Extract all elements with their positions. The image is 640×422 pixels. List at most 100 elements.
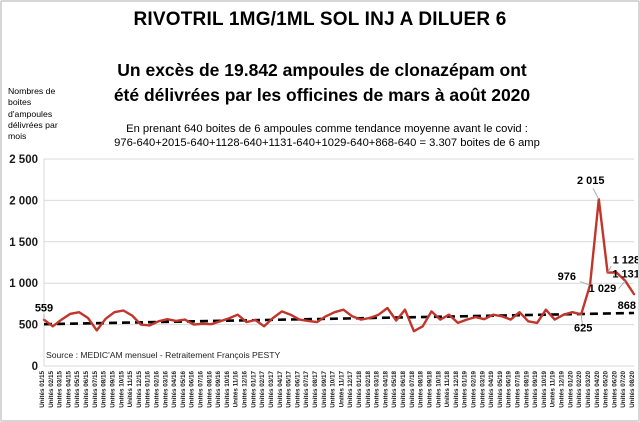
x-axis-tick-label: Unités 03/19 (479, 371, 486, 408)
x-axis-tick-label: Unités 07/17 (303, 371, 310, 408)
x-axis-tick-label: Unités 09/19 (532, 371, 539, 408)
x-axis-tick-label: Unités 07/15 (92, 371, 99, 408)
chart-subtitle-line-2: été délivrées par les officines de mars … (113, 85, 531, 105)
x-axis-tick-label: Unités 03/16 (162, 371, 169, 408)
source-note: Source : MEDIC'AM mensuel - Retraitement… (46, 350, 281, 360)
annotation-leader-line (580, 314, 584, 327)
x-axis-tick-label: Unités 12/18 (453, 371, 460, 408)
x-axis-tick-label: Unités 12/17 (347, 371, 354, 408)
x-axis-tick-label: Unités 10/17 (330, 371, 337, 408)
x-axis-tick-label: Unités 05/20 (603, 371, 610, 408)
x-axis-tick-label: Unités 03/20 (585, 371, 592, 408)
y-axis-unit-label: Nombres de boites d'ampoules délivrées p… (8, 86, 58, 142)
chart-note-line-1: En prenant 640 boites de 6 ampoules comm… (126, 123, 528, 135)
x-axis-tick-label: Unités 10/15 (118, 371, 125, 408)
x-axis-tick-label: Unités 10/19 (541, 371, 548, 408)
x-axis-tick-label: Unités 09/17 (321, 371, 328, 408)
x-axis-tick-label: Unités 02/17 (259, 371, 266, 408)
data-point-label: 1 128 (613, 255, 640, 267)
chart-title: RIVOTRIL 1MG/1ML SOL INJ A DILUER 6 (133, 9, 507, 30)
x-axis-tick-label: Unités 02/18 (365, 371, 372, 408)
data-point-label: 976 (558, 271, 576, 283)
annotation-leader-line (618, 280, 626, 290)
data-point-label: 625 (574, 322, 592, 334)
data-point-label: 1 131 (612, 268, 640, 280)
x-axis-tick-label: Unités 01/20 (567, 371, 574, 408)
y-axis-tick-label: 500 (19, 320, 38, 332)
x-axis-tick-label: Unités 06/19 (506, 371, 513, 408)
x-axis-tick-label: Unités 06/15 (83, 371, 90, 408)
x-axis-tick-label: Unités 06/16 (189, 371, 196, 408)
x-axis-tick-label: Unités 05/17 (286, 371, 293, 408)
annotation-leader-line (607, 265, 612, 273)
x-axis-tick-label: Unités 01/17 (250, 371, 257, 408)
x-axis-tick-label: Unités 08/18 (418, 371, 425, 408)
x-axis-tick-label: Unités 01/15 (39, 371, 46, 408)
y-axis-tick-label: 1 500 (9, 237, 38, 249)
data-point-label: 2 015 (577, 175, 605, 187)
x-axis-tick-label: Unités 04/18 (382, 371, 389, 408)
x-axis-tick-label: Unités 09/16 (215, 371, 222, 408)
chart-note: En prenant 640 boites de 6 ampoules comm… (42, 122, 612, 150)
x-axis-tick-label: Unités 07/18 (409, 371, 416, 408)
x-axis-tick-label: Unités 05/18 (391, 371, 398, 408)
x-axis-tick-label: Unités 08/16 (206, 371, 213, 408)
x-axis-tick-label: Unités 02/15 (48, 371, 55, 408)
annotation-leader-line (592, 188, 600, 200)
x-axis-tick-label: Unités 05/19 (497, 371, 504, 408)
data-point-label: 868 (618, 300, 636, 312)
x-axis-tick-label: Unités 10/18 (435, 371, 442, 408)
x-axis-tick-label: Unités 08/17 (312, 371, 319, 408)
x-axis-tick-label: Unités 11/17 (338, 371, 345, 408)
y-axis-tick-label: 0 (32, 361, 38, 373)
x-axis-tick-label: Unités 02/20 (576, 371, 583, 408)
x-axis-tick-label: Unités 02/16 (153, 371, 160, 408)
x-axis-tick-label: Unités 02/19 (470, 371, 477, 408)
x-axis-tick-label: Unités 06/18 (400, 371, 407, 408)
annotation-leader-line (579, 281, 591, 286)
y-axis-tick-label: 2 500 (9, 154, 38, 166)
x-axis-tick-label: Unités 08/15 (101, 371, 108, 408)
x-axis-tick-label: Unités 11/18 (444, 371, 451, 408)
x-axis-tick-label: Unités 06/20 (611, 371, 618, 408)
x-axis-tick-label: Unités 07/16 (198, 371, 205, 408)
x-axis-tick-label: Unités 12/16 (242, 371, 249, 408)
chart-subtitle: Un excès de 19.842 ampoules de clonazépa… (42, 58, 602, 108)
data-point-label: 559 (35, 303, 53, 315)
x-axis-tick-label: Unités 03/18 (374, 371, 381, 408)
y-axis-tick-label: 1 000 (9, 278, 38, 290)
x-axis-tick-label: Unités 01/19 (462, 371, 469, 408)
x-axis-tick-label: Unités 05/15 (74, 371, 81, 408)
x-axis-tick-label: Unités 07/19 (515, 371, 522, 408)
x-axis-tick-label: Unités 04/16 (171, 371, 178, 408)
x-axis-tick-label: Unités 04/17 (277, 371, 284, 408)
x-axis-tick-label: Unités 10/16 (224, 371, 231, 408)
data-point-label: 1 029 (589, 283, 617, 295)
x-axis-tick-label: Unités 03/17 (268, 371, 275, 408)
trendline (43, 311, 635, 326)
x-axis-tick-label: Unités 12/15 (136, 371, 143, 408)
x-axis-tick-label: Unités 09/15 (109, 371, 116, 408)
x-axis-tick-label: Unités 04/20 (594, 371, 601, 408)
y-axis-tick-label: 2 000 (9, 195, 38, 207)
x-axis-tick-label: Unités 11/15 (127, 371, 134, 408)
x-axis-tick-label: Unités 12/19 (559, 371, 566, 408)
x-axis-tick-label: Unités 11/19 (550, 371, 557, 408)
chart-subtitle-line-1: Un excès de 19.842 ampoules de clonazépa… (117, 60, 527, 80)
x-axis-tick-label: Unités 05/16 (180, 371, 187, 408)
chart-note-line-2: 976-640+2015-640+1128-640+1131-640+1029-… (114, 137, 540, 149)
x-axis-tick-label: Unités 04/19 (488, 371, 495, 408)
x-axis-tick-label: Unités 01/18 (356, 371, 363, 408)
x-axis-tick-label: Unités 08/20 (629, 371, 636, 408)
x-axis-tick-label: Unités 06/17 (294, 371, 301, 408)
x-axis-tick-label: Unités 08/19 (523, 371, 530, 408)
x-axis-tick-label: Unités 09/18 (426, 371, 433, 408)
x-axis-tick-label: Unités 04/15 (65, 371, 72, 408)
series-line (42, 198, 636, 333)
x-axis-tick-label: Unités 03/15 (57, 371, 64, 408)
x-axis-tick-label: Unités 01/16 (145, 371, 152, 408)
annotation-leader-line (613, 272, 617, 277)
x-axis-tick-label: Unités 11/16 (233, 371, 240, 408)
